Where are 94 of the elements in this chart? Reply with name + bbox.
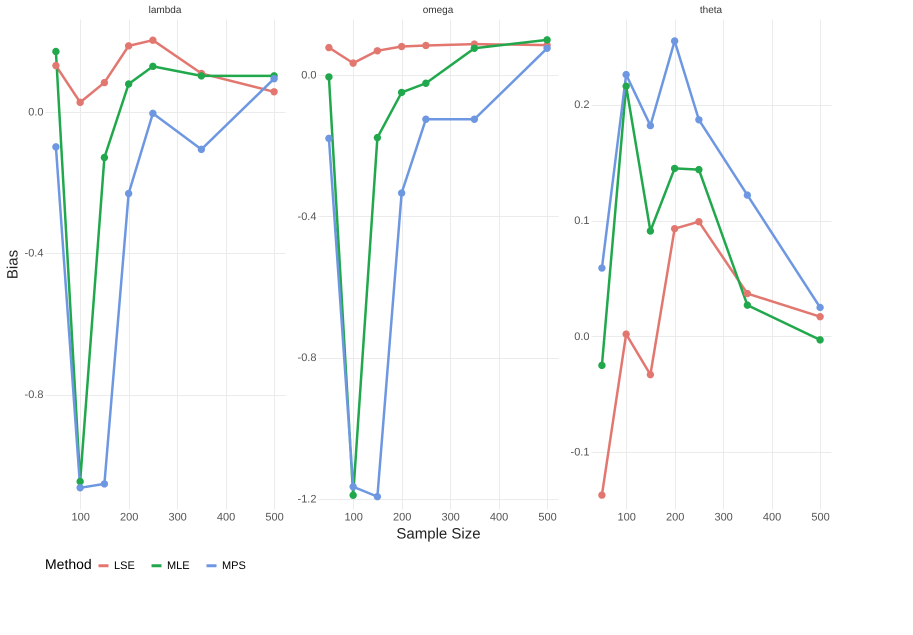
point xyxy=(349,483,357,490)
point xyxy=(422,80,430,87)
y-tick-label: 0.2 xyxy=(574,99,590,112)
point xyxy=(100,78,108,86)
x-tick-label: 400 xyxy=(216,512,236,524)
x-tick-label: 100 xyxy=(71,512,90,524)
x-tick-label: 400 xyxy=(762,512,782,524)
legend-title: Method xyxy=(45,556,92,572)
point xyxy=(422,116,430,123)
point xyxy=(816,336,824,344)
x-tick-label: 200 xyxy=(666,512,684,524)
point xyxy=(124,190,132,198)
y-axis-title: Bias xyxy=(4,250,22,280)
point xyxy=(349,59,357,67)
point xyxy=(670,224,678,232)
point xyxy=(622,330,630,338)
point xyxy=(646,122,654,130)
point xyxy=(622,70,630,78)
y-tick-label: -0.4 xyxy=(298,210,316,223)
y-tick-label: -0.8 xyxy=(24,389,44,402)
x-tick-label: 300 xyxy=(441,512,460,524)
point xyxy=(470,116,478,123)
point xyxy=(325,134,333,142)
y-tick-label: 0.0 xyxy=(28,106,44,118)
chart-title: omega xyxy=(422,5,454,16)
point xyxy=(695,218,703,226)
chart-title: lambda xyxy=(148,5,182,16)
x-tick-label: 200 xyxy=(120,512,138,524)
point xyxy=(598,264,606,272)
point xyxy=(349,492,357,499)
point xyxy=(744,191,752,199)
point xyxy=(100,154,108,162)
point xyxy=(622,82,630,90)
x-tick-label: 500 xyxy=(538,512,557,524)
y-tick-label: -0.4 xyxy=(24,248,44,260)
point xyxy=(76,484,84,492)
point xyxy=(470,44,478,52)
x-tick-label: 300 xyxy=(714,512,733,524)
point xyxy=(52,48,60,56)
point xyxy=(543,44,551,52)
point xyxy=(398,42,406,50)
x-axis-title: Sample Size xyxy=(396,526,481,542)
legend-label: MPS xyxy=(222,560,246,572)
y-tick-label: 0.0 xyxy=(574,330,590,343)
point xyxy=(543,36,551,44)
point xyxy=(76,478,84,486)
point xyxy=(198,72,206,80)
point xyxy=(670,37,678,45)
point xyxy=(149,62,157,70)
point xyxy=(124,42,132,50)
point xyxy=(52,143,60,151)
x-tick-label: 400 xyxy=(490,512,508,524)
point xyxy=(646,370,654,378)
x-tick-label: 300 xyxy=(168,512,187,524)
point xyxy=(270,88,278,96)
point xyxy=(100,480,108,488)
point xyxy=(744,290,752,298)
point xyxy=(695,116,703,124)
point xyxy=(325,44,333,52)
point xyxy=(398,88,406,96)
point xyxy=(76,98,84,106)
point xyxy=(374,492,382,500)
point xyxy=(325,73,333,81)
point xyxy=(124,80,132,88)
point xyxy=(598,362,606,370)
point xyxy=(646,227,654,235)
y-tick-label: 0.1 xyxy=(574,215,590,228)
point xyxy=(816,313,824,320)
point xyxy=(149,110,157,118)
point xyxy=(598,491,606,499)
point xyxy=(816,304,824,312)
point xyxy=(695,166,703,174)
legend-label: MLE xyxy=(167,560,190,572)
legend-label: LSE xyxy=(114,560,135,572)
x-tick-label: 200 xyxy=(392,512,412,524)
x-tick-label: 100 xyxy=(617,512,636,524)
point xyxy=(744,301,752,309)
y-tick-label: -0.8 xyxy=(298,352,316,364)
point xyxy=(422,42,430,50)
x-tick-label: 100 xyxy=(344,512,363,524)
y-tick-label: -1.2 xyxy=(298,493,316,506)
point xyxy=(670,164,678,172)
x-tick-label: 500 xyxy=(811,512,830,524)
point xyxy=(398,189,406,197)
y-tick-label: -0.1 xyxy=(570,446,590,459)
x-tick-label: 500 xyxy=(265,512,284,524)
point xyxy=(198,146,206,154)
point xyxy=(52,62,60,70)
y-tick-label: 0.0 xyxy=(301,70,316,82)
point xyxy=(270,75,278,82)
point xyxy=(374,47,382,54)
point xyxy=(149,36,157,44)
point xyxy=(374,134,382,142)
chart-title: theta xyxy=(700,5,723,16)
